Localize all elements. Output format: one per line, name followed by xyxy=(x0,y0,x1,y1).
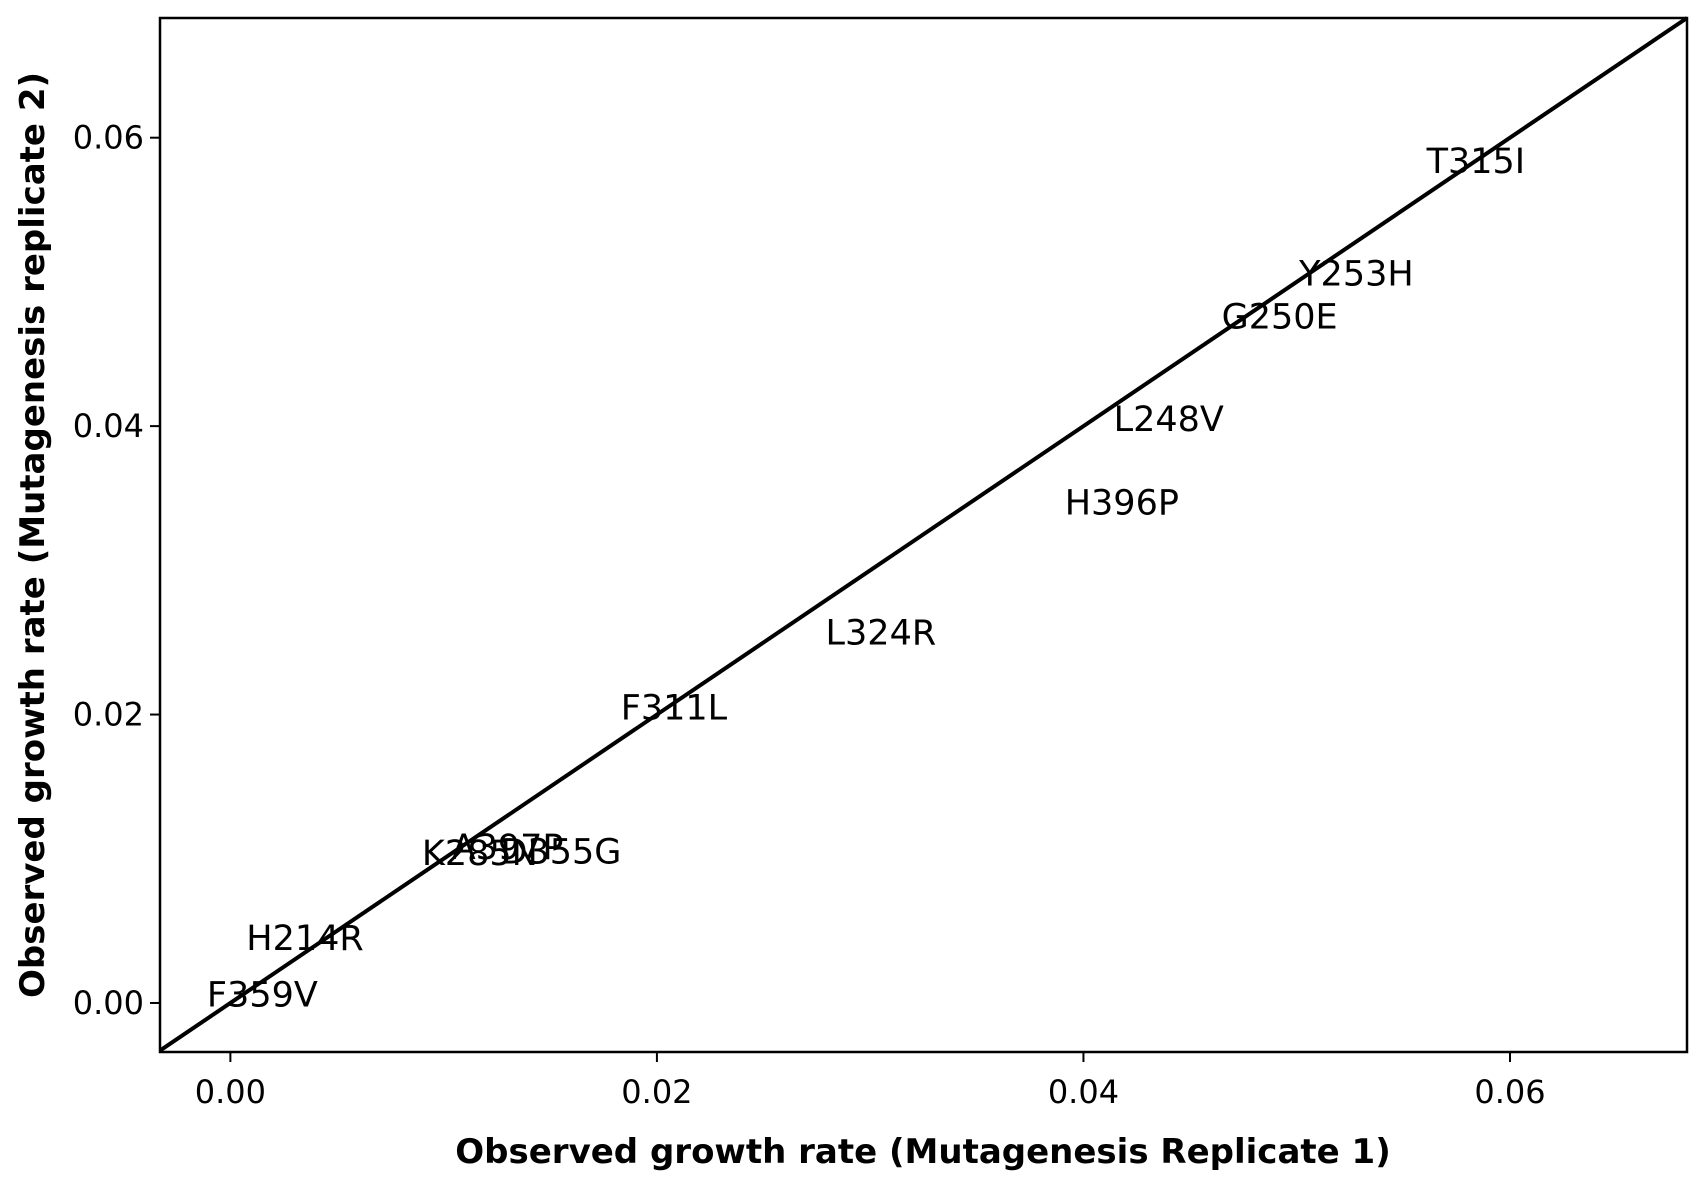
point-label-d355g: D355G xyxy=(500,833,621,873)
point-label-h214r: H214R xyxy=(246,919,363,959)
x-axis: 0.00 0.02 0.04 0.06 xyxy=(195,1052,1546,1111)
y-tick-label: 0.06 xyxy=(73,119,144,157)
y-tick-label: 0.00 xyxy=(73,984,144,1022)
point-label-l324r: L324R xyxy=(826,613,937,653)
x-tick-label: 0.02 xyxy=(621,1073,692,1111)
y-axis-title: Observed growth rate (Mutagenesis replic… xyxy=(13,72,53,998)
point-label-h396p: H396P xyxy=(1065,484,1179,524)
y-tick-label: 0.02 xyxy=(73,696,144,734)
plot-frame xyxy=(158,16,1689,1054)
point-label-f359v: F359V xyxy=(207,975,318,1015)
point-label-f311l: F311L xyxy=(621,688,728,728)
x-axis-title: Observed growth rate (Mutagenesis Replic… xyxy=(455,1132,1390,1172)
point-label-k285n: K285N xyxy=(422,834,538,874)
x-tick-label: 0.04 xyxy=(1048,1073,1119,1111)
point-label-g250e: G250E xyxy=(1222,298,1338,338)
point-label-y253h: Y253H xyxy=(1298,254,1414,294)
y-tick-label: 0.04 xyxy=(73,407,144,445)
x-tick-label: 0.00 xyxy=(195,1073,266,1111)
point-label-t315i: T315I xyxy=(1426,142,1526,182)
x-tick-label: 0.06 xyxy=(1474,1073,1545,1111)
y-axis: 0.00 0.02 0.04 0.06 xyxy=(73,119,160,1022)
point-label-l248v: L248V xyxy=(1114,400,1224,440)
point-label-a397p: A397P xyxy=(452,828,564,868)
identity-line xyxy=(158,16,1689,1053)
